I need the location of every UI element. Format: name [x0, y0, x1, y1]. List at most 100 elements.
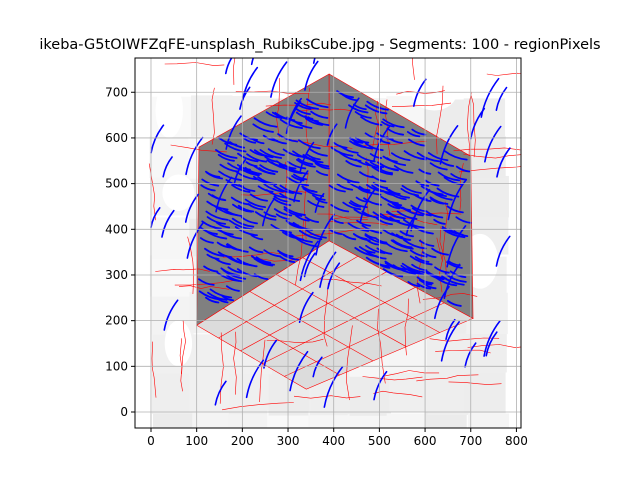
segment-boundary: [187, 236, 195, 295]
overlay-stroke: [243, 137, 257, 144]
overlay-stroke: [427, 152, 449, 162]
overlay-stroke: [198, 278, 215, 286]
overlay-stroke: [315, 197, 328, 204]
overlay-stroke: [238, 184, 256, 192]
background-region: [386, 413, 428, 428]
x-tick-label: 600: [414, 434, 437, 448]
overlay-stroke: [289, 232, 313, 243]
overlay-stroke: [286, 176, 310, 187]
overlay-stroke: [304, 216, 320, 223]
overlay-stroke: [336, 173, 360, 184]
overlay-stroke: [218, 137, 238, 146]
background-region: [349, 374, 391, 416]
overlay-stroke: [252, 138, 265, 145]
overlay-stroke: [430, 198, 445, 205]
overlay-stroke: [227, 266, 244, 274]
overlay-stroke: [411, 128, 427, 136]
x-tick-label: 400: [322, 434, 345, 448]
overlay-stroke: [226, 274, 244, 283]
overlay-stroke: [310, 110, 329, 119]
segment-boundary: [317, 213, 368, 220]
overlay-stroke: [399, 230, 414, 238]
overlay-stroke: [238, 166, 260, 177]
overlay-stroke: [332, 141, 348, 149]
overlay-stroke: [446, 299, 462, 307]
overlay-stroke: [226, 243, 249, 253]
overlay-stroke: [314, 192, 325, 213]
background-region: [151, 217, 194, 259]
overlay-stroke: [331, 218, 344, 225]
overlay-stroke: [371, 165, 393, 176]
segment-boundary: [293, 395, 361, 399]
overlay-stroke: [267, 148, 285, 156]
segment-boundary: [233, 331, 237, 395]
segment-boundary: [439, 226, 447, 276]
overlay-stroke: [250, 234, 264, 241]
overlay-stroke: [408, 138, 426, 147]
background-region: [467, 413, 510, 428]
overlay-stroke: [244, 198, 267, 209]
x-tick-label: 0: [147, 434, 155, 448]
top-face-boundary: [249, 291, 374, 362]
overlay-stroke: [306, 153, 321, 161]
overlay-stroke: [376, 132, 394, 141]
background-region: [191, 95, 233, 137]
overlay-stroke: [287, 221, 304, 229]
overlay-stroke: [246, 153, 268, 163]
overlay-stroke: [365, 256, 390, 268]
overlay-stroke: [390, 239, 414, 250]
segment-boundary: [266, 338, 324, 344]
background-region: [464, 371, 506, 414]
overlay-stroke: [439, 160, 455, 167]
overlay-stroke: [206, 253, 220, 260]
overlay-stroke: [402, 218, 425, 229]
overlay-stroke: [294, 102, 312, 110]
overlay-stroke: [277, 133, 299, 143]
overlay-stroke: [369, 161, 385, 169]
background-blob: [162, 174, 195, 212]
overlay-stroke: [307, 200, 325, 208]
overlay-stroke: [215, 297, 229, 304]
background-region: [189, 371, 231, 413]
overlay-stroke: [373, 370, 388, 401]
overlay-stroke: [306, 98, 329, 109]
overlay-stroke: [390, 152, 411, 161]
overlay-stroke: [393, 165, 414, 174]
y-tick-label: 200: [105, 314, 128, 328]
overlay-stroke: [254, 211, 277, 221]
overlay-stroke: [480, 77, 500, 118]
overlay-stroke: [285, 101, 302, 134]
overlay-stroke: [259, 164, 279, 173]
overlay-stroke: [295, 214, 310, 222]
overlay-stroke: [353, 233, 371, 242]
overlay-stroke: [263, 339, 278, 369]
overlay-stroke: [441, 227, 466, 239]
overlay-stroke: [201, 220, 222, 230]
overlay-stroke: [273, 195, 289, 203]
segment-boundary: [416, 239, 423, 304]
overlay-stroke: [358, 171, 375, 179]
overlay-stroke: [484, 125, 502, 163]
overlay-stroke: [236, 268, 258, 278]
overlay-stroke: [425, 271, 445, 281]
overlay-stroke: [312, 194, 326, 201]
overlay-stroke: [341, 93, 359, 102]
overlay-stroke: [382, 228, 404, 238]
overlay-stroke: [366, 184, 385, 193]
y-tick-label: 700: [105, 85, 128, 99]
overlay-stroke: [275, 160, 297, 170]
overlay-stroke: [356, 153, 376, 163]
overlay-stroke: [244, 168, 259, 176]
background-region: [228, 412, 270, 428]
overlay-stroke: [407, 281, 421, 288]
overlay-stroke: [382, 268, 404, 278]
y-tick-label: 100: [105, 359, 128, 373]
segment-boundary: [164, 62, 225, 66]
overlay-stroke: [265, 111, 283, 119]
top-face-boundary: [276, 274, 407, 347]
overlay-stroke: [217, 153, 235, 162]
overlay-stroke: [224, 142, 247, 153]
overlay-stroke: [369, 153, 383, 159]
overlay-stroke: [411, 224, 434, 235]
